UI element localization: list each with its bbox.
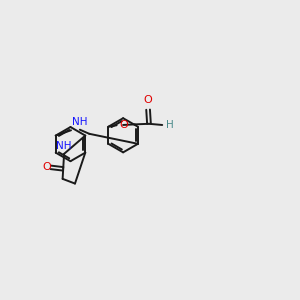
Text: O: O <box>144 95 152 105</box>
Text: NH: NH <box>56 142 71 152</box>
Text: NH: NH <box>72 117 87 127</box>
Text: O: O <box>42 162 51 172</box>
Text: H: H <box>167 120 174 130</box>
Text: O: O <box>119 120 128 130</box>
